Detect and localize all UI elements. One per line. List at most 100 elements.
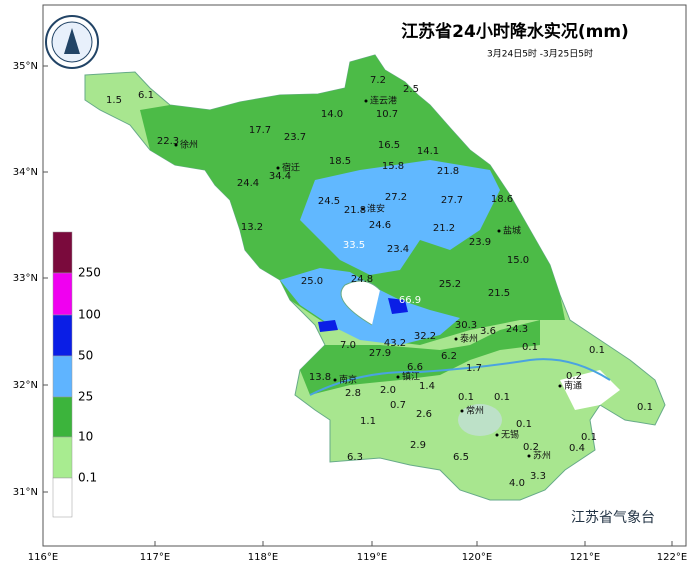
lat-label: 35°N bbox=[13, 61, 38, 72]
station-value: 3.3 bbox=[530, 471, 546, 482]
city-dot bbox=[364, 99, 368, 103]
legend-swatch bbox=[52, 231, 73, 274]
legend-label: 50 bbox=[78, 349, 93, 363]
station-value: 21.8 bbox=[437, 166, 459, 177]
city-name: 泰州 bbox=[460, 333, 478, 345]
city-dot bbox=[495, 433, 499, 437]
title: 江苏省24小时降水实况(mm) bbox=[401, 21, 629, 42]
station-value: 32.2 bbox=[414, 331, 436, 342]
station-value: 14.1 bbox=[417, 146, 439, 157]
city-name: 镇江 bbox=[402, 371, 420, 383]
station-value: 0.1 bbox=[522, 342, 538, 353]
legend-swatch bbox=[52, 314, 73, 357]
city-dot bbox=[361, 207, 365, 211]
city-dot bbox=[454, 337, 458, 341]
lon-label: 122°E bbox=[657, 552, 687, 563]
city-name: 苏州 bbox=[533, 450, 551, 462]
station-value: 1.7 bbox=[466, 363, 482, 374]
station-value: 13.2 bbox=[241, 222, 263, 233]
station-value: 25.0 bbox=[301, 276, 323, 287]
station-value: 24.4 bbox=[237, 178, 259, 189]
station-value: 3.6 bbox=[480, 326, 496, 337]
station-value: 24.6 bbox=[369, 220, 391, 231]
legend-label: 100 bbox=[78, 308, 101, 322]
station-value: 24.3 bbox=[506, 324, 528, 335]
lon-label: 116°E bbox=[28, 552, 58, 563]
legend-swatch bbox=[52, 477, 73, 518]
station-value: 6.1 bbox=[138, 90, 154, 101]
station-value: 23.7 bbox=[284, 132, 306, 143]
station-value: 23.9 bbox=[469, 237, 491, 248]
station-value: 34.4 bbox=[269, 171, 291, 182]
station-value: 1.4 bbox=[419, 381, 435, 392]
station-value: 18.6 bbox=[491, 194, 513, 205]
station-value: 17.7 bbox=[249, 125, 271, 136]
lat-label: 34°N bbox=[13, 167, 38, 178]
station-value: 21.8 bbox=[344, 205, 366, 216]
station-value: 0.1 bbox=[494, 392, 510, 403]
station-value: 43.2 bbox=[384, 338, 406, 349]
station-value: 14.0 bbox=[321, 109, 343, 120]
station-value: 2.6 bbox=[416, 409, 432, 420]
station-value: 0.4 bbox=[569, 443, 585, 454]
station-value: 7.2 bbox=[370, 75, 386, 86]
station-value: 4.0 bbox=[509, 478, 525, 489]
station-value: 24.5 bbox=[318, 196, 340, 207]
station-value: 24.8 bbox=[351, 274, 373, 285]
station-value: 0.1 bbox=[516, 419, 532, 430]
lat-label: 31°N bbox=[13, 487, 38, 498]
station-value: 13.8 bbox=[309, 372, 331, 383]
legend-swatch bbox=[52, 272, 73, 316]
station-value: 66.9 bbox=[399, 295, 421, 306]
station-value: 16.5 bbox=[378, 140, 400, 151]
station-value: 1.1 bbox=[360, 416, 376, 427]
city-dot bbox=[460, 409, 464, 413]
station-value: 27.9 bbox=[369, 348, 391, 359]
lon-label: 119°E bbox=[357, 552, 387, 563]
legend-label: 0.1 bbox=[78, 471, 97, 485]
station-value: 2.9 bbox=[410, 440, 426, 451]
station-value: 2.0 bbox=[380, 385, 396, 396]
province bbox=[84, 54, 666, 501]
legend-swatch bbox=[52, 436, 73, 479]
lat-label: 32°N bbox=[13, 380, 38, 391]
legend-label: 10 bbox=[78, 430, 93, 444]
city-dot bbox=[276, 166, 280, 170]
station-value: 18.5 bbox=[329, 156, 351, 167]
station-value: 2.8 bbox=[345, 388, 361, 399]
lon-label: 117°E bbox=[140, 552, 170, 563]
city-dot bbox=[497, 229, 501, 233]
station-value: 25.2 bbox=[439, 279, 461, 290]
legend-swatch bbox=[52, 355, 73, 398]
logo bbox=[45, 15, 99, 69]
city-name: 无锡 bbox=[501, 430, 519, 441]
legend-label: 25 bbox=[78, 390, 93, 404]
station-value: 21.5 bbox=[488, 288, 510, 299]
station-value: 0.7 bbox=[390, 400, 406, 411]
city-name: 南通 bbox=[564, 380, 582, 392]
city-dot bbox=[396, 375, 400, 379]
station-value: 6.5 bbox=[453, 452, 469, 463]
city-name: 盐城 bbox=[503, 225, 521, 237]
lon-label: 121°E bbox=[570, 552, 600, 563]
station-value: 6.3 bbox=[347, 452, 363, 463]
city-name: 连云港 bbox=[370, 95, 397, 107]
station-value: 33.5 bbox=[343, 240, 365, 251]
lon-label: 120°E bbox=[462, 552, 492, 563]
station-value: 0.1 bbox=[458, 392, 474, 403]
station-value: 2.5 bbox=[403, 84, 419, 95]
city-name: 宿迁 bbox=[282, 162, 300, 174]
lat-label: 33°N bbox=[13, 273, 38, 284]
city-dot bbox=[174, 143, 178, 147]
station-value: 27.2 bbox=[385, 192, 407, 203]
station-value: 0.1 bbox=[581, 432, 597, 443]
station-value: 21.2 bbox=[433, 223, 455, 234]
station-value: 0.2 bbox=[566, 371, 582, 382]
legend-label: 250 bbox=[78, 266, 101, 280]
city-dot bbox=[527, 454, 531, 458]
station-value: 0.1 bbox=[589, 345, 605, 356]
city-name: 南京 bbox=[339, 374, 357, 386]
station-value: 6.6 bbox=[407, 362, 423, 373]
station-value: 30.3 bbox=[455, 320, 477, 331]
